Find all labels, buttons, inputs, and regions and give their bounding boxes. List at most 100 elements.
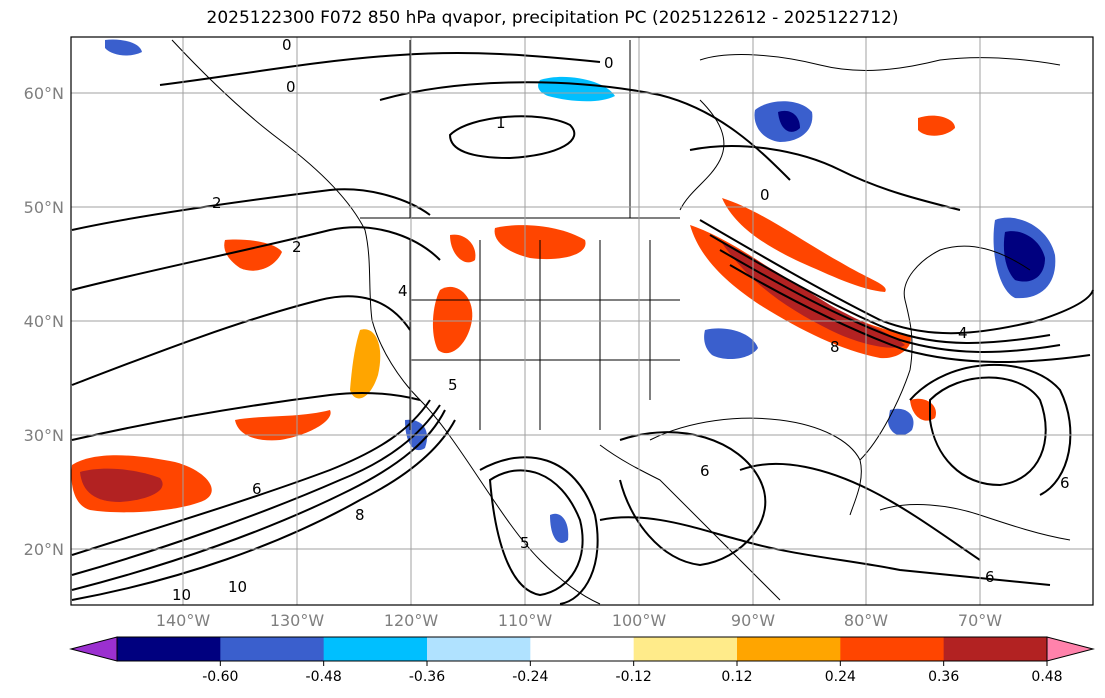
contour-label: 2 <box>212 194 222 212</box>
contour-label: 6 <box>700 462 710 480</box>
precip-patch <box>918 115 955 136</box>
colorbar-arrow-right <box>1046 636 1095 662</box>
colorbar-tick-label: -0.12 <box>616 669 652 685</box>
precip-patch <box>722 198 886 292</box>
graticule <box>71 37 1093 605</box>
lon-label-110w: 110°W <box>498 611 553 630</box>
lon-label-100w: 100°W <box>612 611 667 630</box>
chart-title: 2025122300 F072 850 hPa qvapor, precipit… <box>206 8 899 28</box>
lon-label-90w: 90°W <box>731 611 775 630</box>
qvapor-contours <box>71 51 1094 605</box>
colorbar: -0.60 -0.48 -0.36 -0.24 -0.12 0.12 0.24 0.36 0.4… <box>69 636 1095 685</box>
colorbar-tick-label: 0.12 <box>721 669 752 685</box>
contour-label: 8 <box>355 506 365 524</box>
coastline <box>171 39 601 605</box>
coastline <box>649 417 862 516</box>
colorbar-arrow-left <box>69 636 118 662</box>
coastline <box>599 444 781 601</box>
colorbar-tick-label: 0.48 <box>1031 669 1062 685</box>
precip-patch <box>432 286 473 354</box>
colorbar-tick-label: -0.60 <box>202 669 238 685</box>
contour-line <box>159 51 601 86</box>
contour-line <box>739 462 981 561</box>
contour-line <box>71 419 456 601</box>
colorbar-segment <box>633 637 738 661</box>
precip-patch <box>105 39 142 56</box>
colorbar-segment <box>737 637 841 661</box>
contour-line <box>719 249 1061 353</box>
colorbar-segment <box>427 637 531 661</box>
lon-labels: 140°W 130°W 120°W 110°W 100°W 90°W 80°W … <box>156 611 1002 630</box>
contour-label: 6 <box>1060 474 1070 492</box>
contour-labels: 0 0 0 1 2 2 4 5 5 6 8 10 10 4 6 8 6 6 0 <box>172 36 1070 604</box>
lon-label-70w: 70°W <box>958 611 1002 630</box>
lon-label-120w: 120°W <box>384 611 439 630</box>
contour-line <box>488 469 584 597</box>
precip-patch <box>778 110 800 132</box>
contour-label: 10 <box>172 586 191 604</box>
coastline <box>679 99 725 211</box>
lat-label-30n: 30°N <box>24 426 64 445</box>
colorbar-segment <box>840 637 945 661</box>
contour-line <box>709 234 1051 344</box>
contour-label: 6 <box>252 480 262 498</box>
precip-patch <box>224 239 282 271</box>
precip-patch <box>704 328 758 360</box>
contour-label: 5 <box>520 534 530 552</box>
contour-label: 6 <box>985 568 995 586</box>
contour-label: 0 <box>286 78 296 96</box>
contour-label: 4 <box>398 282 408 300</box>
precip-patch <box>888 408 914 436</box>
colorbar-tick-label: 0.36 <box>928 669 959 685</box>
contour-line <box>71 226 441 291</box>
precip-patch <box>350 329 381 399</box>
contour-label: 0 <box>282 36 292 54</box>
contour-line <box>71 391 421 441</box>
contour-label: 1 <box>496 114 506 132</box>
lon-label-140w: 140°W <box>156 611 211 630</box>
precip-patch <box>235 410 331 441</box>
contour-line <box>689 145 961 211</box>
lon-label-130w: 130°W <box>270 611 325 630</box>
precip-patch <box>450 234 476 263</box>
lat-labels: 60°N 50°N 40°N 30°N 20°N <box>24 84 64 559</box>
contour-line <box>599 516 1051 586</box>
contour-line <box>71 295 411 386</box>
contour-label: 8 <box>830 338 840 356</box>
contour-line <box>699 219 1094 335</box>
map-frame <box>70 36 1094 606</box>
contour-line <box>929 376 1047 487</box>
contour-line <box>479 456 599 605</box>
colorbar-segment <box>530 637 635 661</box>
contour-label: 4 <box>958 324 968 342</box>
precip-patch <box>80 468 163 502</box>
colorbar-tick-label: 0.24 <box>825 669 856 685</box>
colorbar-segment <box>323 637 428 661</box>
colorbar-tick-label: -0.36 <box>409 669 445 685</box>
contour-label: 0 <box>604 54 614 72</box>
contour-line <box>71 404 441 576</box>
lat-label-40n: 40°N <box>24 312 64 331</box>
precip-patch <box>1003 231 1045 282</box>
colorbar-tick-label: -0.24 <box>512 669 548 685</box>
contour-line <box>909 364 1072 496</box>
coastline <box>859 245 1031 461</box>
contour-line <box>71 409 446 591</box>
contour-label: 5 <box>448 376 458 394</box>
contour-line <box>729 264 1091 363</box>
precip-patch <box>550 513 569 543</box>
contour-line <box>71 188 431 231</box>
contour-label: 0 <box>760 186 770 204</box>
contour-line <box>448 115 576 160</box>
lon-label-80w: 80°W <box>844 611 888 630</box>
lat-label-20n: 20°N <box>24 540 64 559</box>
coastline <box>699 54 1061 71</box>
lat-label-50n: 50°N <box>24 198 64 217</box>
colorbar-segment <box>220 637 325 661</box>
colorbar-segment <box>117 637 221 661</box>
colorbar-segment <box>943 637 1048 661</box>
contour-label: 2 <box>292 238 302 256</box>
contour-label: 10 <box>228 578 247 596</box>
colorbar-tick-label: -0.48 <box>306 669 342 685</box>
